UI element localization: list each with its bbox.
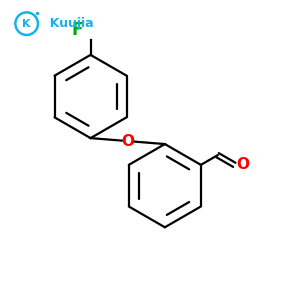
Text: O: O [121,134,134,148]
Text: Kuujia: Kuujia [41,17,94,30]
Text: K: K [22,19,31,29]
Text: O: O [236,158,249,172]
Text: F: F [71,20,83,38]
